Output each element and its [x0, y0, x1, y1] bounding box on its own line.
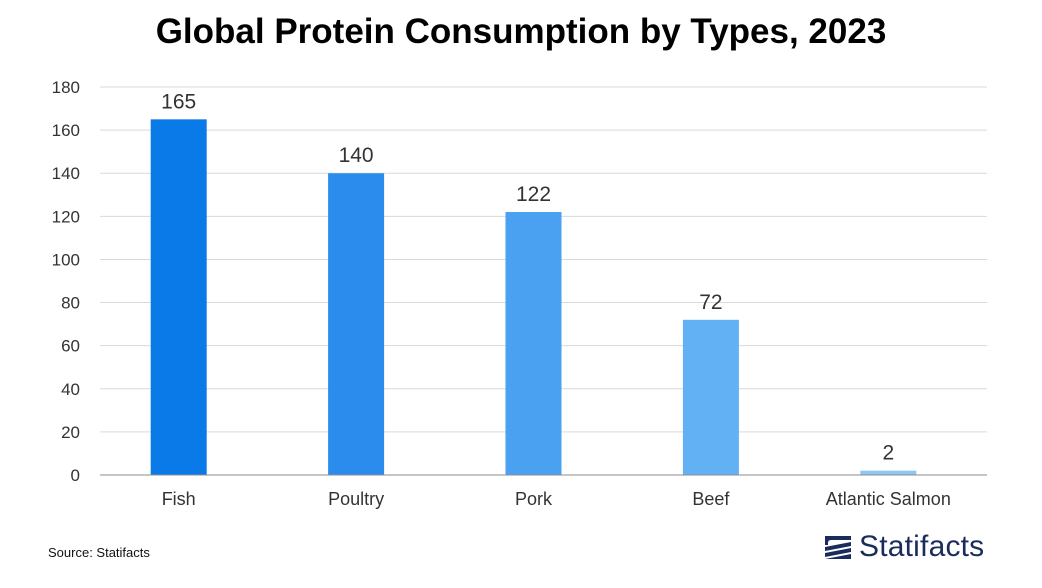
brand-name: Statifacts: [859, 530, 985, 563]
data-label: 140: [339, 144, 374, 167]
data-label: 2: [882, 442, 894, 465]
y-tick-label: 0: [71, 466, 80, 485]
bars: [150, 119, 917, 475]
x-axis-labels: Fish Poultry Pork Beef Atlantic Salmon: [162, 489, 951, 509]
y-tick-label: 80: [61, 294, 80, 313]
y-tick-label: 180: [52, 78, 80, 97]
x-tick-label: Beef: [692, 489, 730, 509]
bar-chart: 0 20 40 60 80 100 120 140 160 180 165 140 122 72 2 Fi…: [52, 78, 987, 509]
bar-fish: [150, 119, 207, 475]
y-tick-label: 20: [61, 423, 80, 442]
y-tick-label: 160: [52, 121, 80, 140]
data-labels: 165 140 122 72 2: [161, 90, 894, 464]
y-tick-label: 100: [52, 250, 80, 269]
x-tick-label: Fish: [162, 489, 196, 509]
y-axis-ticks: 0 20 40 60 80 100 120 140 160 180: [52, 78, 80, 485]
y-tick-label: 60: [61, 337, 80, 356]
bar-atlantic-salmon: [860, 470, 917, 475]
brand-logo: Statifacts: [823, 530, 984, 564]
y-tick-label: 40: [61, 380, 80, 399]
y-tick-label: 120: [52, 207, 80, 226]
statifacts-logo-icon: [823, 532, 853, 562]
x-tick-label: Pork: [515, 489, 553, 509]
x-tick-label: Atlantic Salmon: [826, 489, 951, 509]
chart-title: Global Protein Consumption by Types, 202…: [155, 12, 887, 51]
data-label: 122: [516, 183, 551, 206]
bar-poultry: [328, 173, 385, 475]
source-note: Source: Statifacts: [48, 545, 150, 560]
bar-pork: [505, 212, 562, 475]
y-tick-label: 140: [52, 164, 80, 183]
data-label: 72: [699, 291, 722, 314]
x-tick-label: Poultry: [328, 489, 384, 509]
bar-beef: [682, 319, 739, 475]
data-label: 165: [161, 90, 196, 113]
